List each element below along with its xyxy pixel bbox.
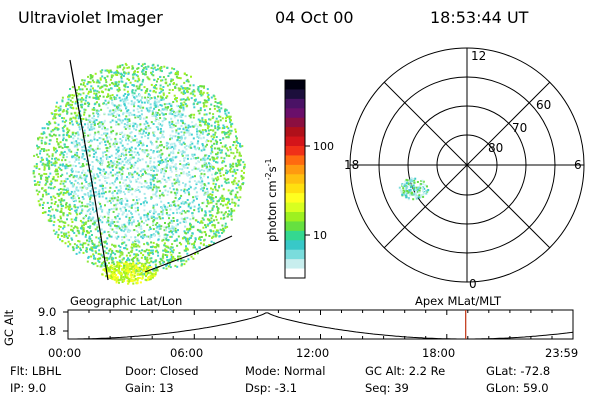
instrument-title: Ultraviolet Imager	[18, 8, 163, 27]
orbit-altitude-curve	[68, 312, 574, 340]
orbit-xtick-2359: 23:59	[545, 346, 579, 360]
gain-info: Gain: 13	[125, 381, 174, 395]
mlt-label-12: 12	[471, 49, 486, 63]
date-label: 04 Oct 00	[275, 8, 354, 27]
colorbar-tick-100: 100	[313, 140, 334, 153]
left-panel-caption: Geographic Lat/Lon	[70, 294, 183, 308]
orbit-xtick-1800: 18:00	[422, 346, 456, 360]
filter-info: Flt: LBHL	[10, 364, 62, 378]
colorbar-tick-10: 10	[313, 229, 327, 242]
orbit-xtick-0000: 00:00	[48, 346, 82, 360]
glat-info: GLat: -72.8	[486, 364, 551, 378]
polar-mlt-plot: 12 0 18 6 60 70 80	[344, 47, 585, 291]
orbit-xtick-1200: 12:00	[296, 346, 330, 360]
ip-info: IP: 9.0	[10, 381, 47, 395]
lat-label-60: 60	[536, 98, 551, 112]
terminator-line	[69, 59, 109, 281]
dsp-info: Dsp: -3.1	[245, 381, 298, 395]
mode-info: Mode: Normal	[245, 364, 326, 378]
mlt-label-6: 6	[574, 158, 582, 172]
orbit-ytick-1-8: 1.8	[38, 324, 57, 338]
orbit-xtick-0600: 06:00	[170, 346, 204, 360]
lat-label-70: 70	[512, 121, 527, 135]
door-info: Door: Closed	[125, 364, 199, 378]
glon-info: GLon: 59.0	[486, 381, 549, 395]
auroral-emission-patch	[398, 177, 430, 201]
earth-disk-image	[32, 59, 246, 285]
right-panel-caption: Apex MLat/MLT	[415, 294, 502, 308]
lat-label-80: 80	[488, 141, 503, 155]
mlt-label-18: 18	[344, 158, 359, 172]
mlt-label-0: 0	[469, 277, 477, 291]
gcalt-info: GC Alt: 2.2 Re	[365, 364, 446, 378]
color-bar	[284, 79, 310, 279]
orbit-ytick-9: 9.0	[38, 305, 57, 319]
orbit-altitude-plot	[63, 309, 574, 340]
seq-info: Seq: 39	[365, 381, 409, 395]
time-label: 18:53:44 UT	[430, 8, 529, 27]
disk-emission-pixels	[32, 62, 246, 285]
colorbar-title: photon cm-2s-1	[264, 158, 279, 242]
orbit-ylabel: GC Alt	[2, 309, 16, 346]
coastline-line	[144, 235, 233, 273]
